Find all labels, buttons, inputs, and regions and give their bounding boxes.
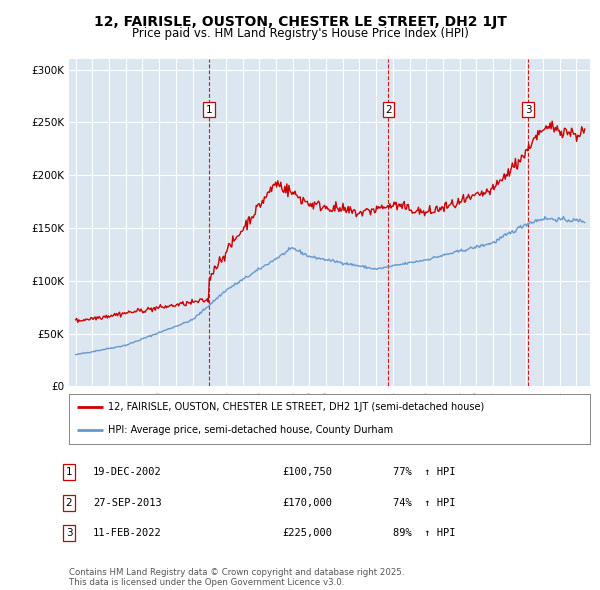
Text: 89%  ↑ HPI: 89% ↑ HPI: [393, 529, 455, 538]
Text: £100,750: £100,750: [282, 467, 332, 477]
Text: HPI: Average price, semi-detached house, County Durham: HPI: Average price, semi-detached house,…: [108, 425, 393, 435]
Text: 77%  ↑ HPI: 77% ↑ HPI: [393, 467, 455, 477]
Text: £170,000: £170,000: [282, 498, 332, 507]
Text: 1: 1: [65, 467, 73, 477]
Text: 74%  ↑ HPI: 74% ↑ HPI: [393, 498, 455, 507]
Text: 12, FAIRISLE, OUSTON, CHESTER LE STREET, DH2 1JT (semi-detached house): 12, FAIRISLE, OUSTON, CHESTER LE STREET,…: [108, 402, 484, 412]
Text: Contains HM Land Registry data © Crown copyright and database right 2025.
This d: Contains HM Land Registry data © Crown c…: [69, 568, 404, 587]
Text: 2: 2: [65, 498, 73, 507]
Text: £225,000: £225,000: [282, 529, 332, 538]
Text: 12, FAIRISLE, OUSTON, CHESTER LE STREET, DH2 1JT: 12, FAIRISLE, OUSTON, CHESTER LE STREET,…: [94, 15, 506, 30]
Text: 3: 3: [525, 105, 532, 114]
Text: 2: 2: [385, 105, 392, 114]
Text: 1: 1: [205, 105, 212, 114]
Text: 3: 3: [65, 529, 73, 538]
Text: 27-SEP-2013: 27-SEP-2013: [93, 498, 162, 507]
Text: Price paid vs. HM Land Registry's House Price Index (HPI): Price paid vs. HM Land Registry's House …: [131, 27, 469, 40]
Text: 19-DEC-2002: 19-DEC-2002: [93, 467, 162, 477]
Text: 11-FEB-2022: 11-FEB-2022: [93, 529, 162, 538]
